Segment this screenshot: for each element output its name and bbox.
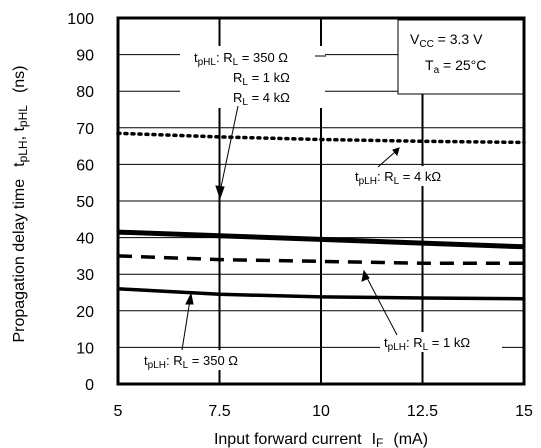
leader-plh-4k <box>377 151 396 168</box>
arrowhead-plh-1k <box>361 269 370 282</box>
annotation-plh-4k: tpLH: RL = 4 kΩ <box>355 169 441 187</box>
y-tick-label: 70 <box>76 121 94 138</box>
y-tick-label: 80 <box>76 84 94 101</box>
annotation-plh-1k: tpLH: RL = 1 kΩ <box>384 335 470 353</box>
leader-phl-1k <box>219 105 239 193</box>
x-tick-label: 10 <box>312 403 330 420</box>
x-tick-label: 7.5 <box>208 403 230 420</box>
plh1k-label-bg <box>380 332 502 352</box>
series-lines <box>116 131 526 301</box>
x-tick-label: 5 <box>114 403 123 420</box>
series-line-plh4k <box>116 131 526 145</box>
annotation-plh-350: tpLH: RL = 350 Ω <box>144 353 238 371</box>
y-tick-label: 10 <box>76 340 94 357</box>
x-tick-labels: 5 7.5 10 12.5 15 <box>114 403 533 420</box>
y-tick-label: 60 <box>76 157 94 174</box>
y-tick-label: 100 <box>67 11 94 28</box>
y-tick-label: 50 <box>76 194 94 211</box>
y-tick-label: 90 <box>76 48 94 65</box>
series-line-phl <box>117 229 525 250</box>
y-tick-label: 0 <box>85 377 94 394</box>
leader-plh-1k <box>365 275 398 336</box>
annotation-phl-4k: RL = 4 kΩ <box>233 90 290 108</box>
arrowhead-plh-350 <box>185 292 194 305</box>
annotation-phl-1k: RL = 1 kΩ <box>233 70 290 88</box>
y-tick-labels: 0 10 20 30 40 50 60 70 80 90 100 <box>67 11 94 394</box>
leader-plh-350 <box>181 299 191 351</box>
y-tick-label: 40 <box>76 231 94 248</box>
ta-condition: Ta = 25°C <box>425 57 486 76</box>
vcc-condition: VCC = 3.3 V <box>410 31 483 50</box>
annotation-phl-350: tpHL: RL = 350 Ω <box>194 50 288 68</box>
plot-frame <box>116 16 526 386</box>
y-tick-label: 20 <box>76 304 94 321</box>
x-tick-label: 12.5 <box>407 403 438 420</box>
conditions-box: VCC = 3.3 V Ta = 25°C <box>397 19 524 95</box>
plh4k-label-bg <box>352 166 472 186</box>
y-tick-label: 30 <box>76 267 94 284</box>
series-line-plh350 <box>117 287 525 301</box>
arrowhead-plh-4k <box>392 147 400 157</box>
annotation-leaders <box>181 55 400 351</box>
x-axis-label: Input forward current IF (mA) <box>214 431 428 448</box>
arrowhead-phl <box>215 185 225 200</box>
plh350-label-bg <box>140 350 297 370</box>
phl-label-bg <box>180 46 325 108</box>
y-axis-label: Propagation delay timetpLH, tpHL(ns) <box>11 65 30 342</box>
x-tick-label: 15 <box>515 403 533 420</box>
